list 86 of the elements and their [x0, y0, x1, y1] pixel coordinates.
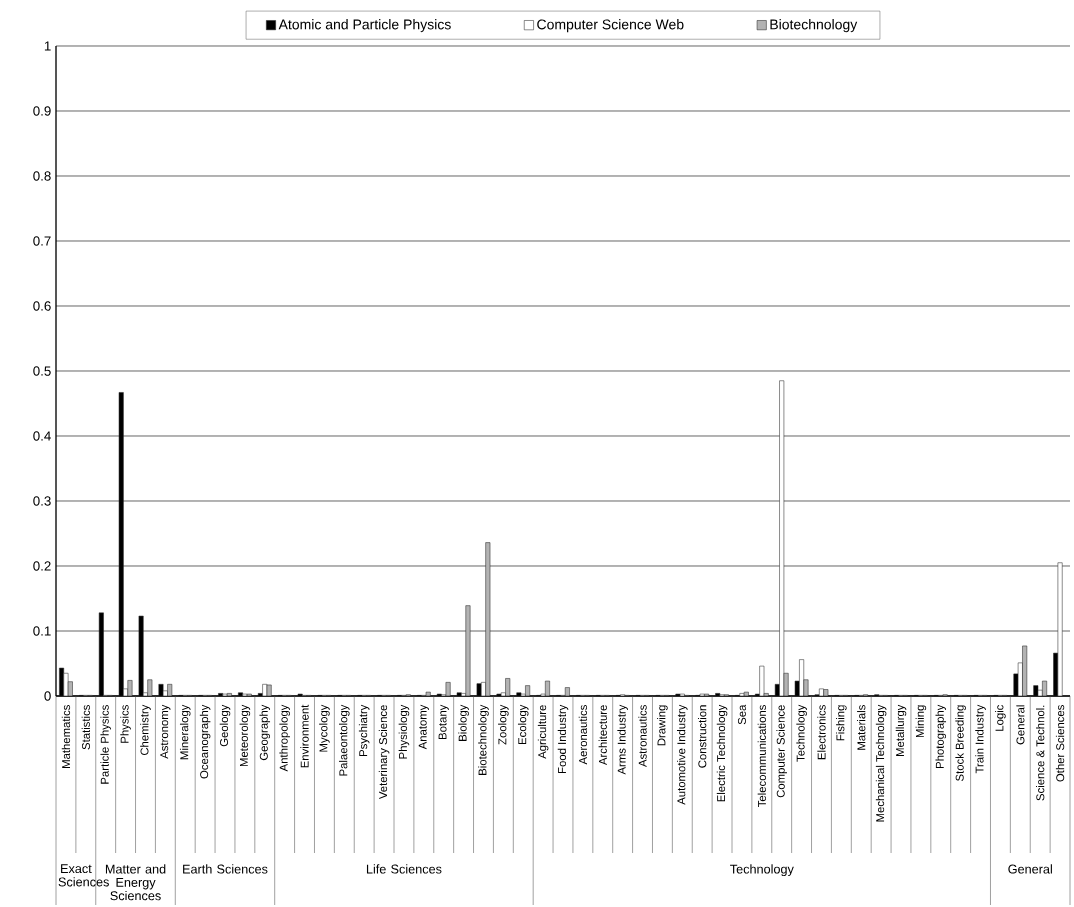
text: Earth Sciences	[183, 864, 268, 874]
x-tick-label: Particle Physics	[100, 705, 111, 784]
x-tick-label: Botany	[438, 704, 449, 739]
bar	[739, 693, 745, 697]
x-tick-label: Environment	[300, 704, 309, 768]
y-tick-label: 0.1	[33, 626, 51, 636]
x-tick-label: Mineralogy	[179, 704, 191, 760]
bar	[759, 665, 765, 697]
x-tick-label: Materials	[857, 705, 866, 750]
bar	[425, 691, 431, 697]
text: Technology	[730, 864, 794, 877]
y-tick-label: 0.5	[33, 366, 51, 376]
text: Life Sciences	[366, 864, 442, 874]
y-tick-label: 0.8	[33, 171, 51, 181]
bar	[127, 680, 133, 697]
x-tick-label: Train Industry	[975, 704, 986, 774]
x-tick-label: Computer Science	[776, 705, 787, 798]
text: General	[1008, 864, 1052, 874]
x-tick-label: Drawing	[657, 705, 668, 746]
x-tick-label: Mycology	[319, 704, 330, 752]
x-tick-label: Biotechnology	[478, 704, 489, 775]
legend-label: Atomic and Particle Physics	[278, 19, 451, 33]
x-tick-label: Physiology	[398, 704, 410, 759]
x-tick-label: Science & Technol.	[1036, 705, 1045, 801]
x-tick-label: Mechanical Technology	[875, 704, 887, 822]
x-tick-label: Stock Breeding	[955, 705, 966, 781]
bar	[167, 684, 173, 697]
bar	[226, 693, 232, 697]
x-tick-label: Architecture	[598, 705, 607, 766]
x-tick-label: Anatomy	[418, 704, 429, 750]
x-tick-label: Arms Industry	[617, 704, 628, 775]
x-tick-label: Construction	[698, 705, 707, 768]
bar	[266, 684, 272, 697]
bar	[823, 689, 829, 697]
x-tick-label: Psychiatry	[358, 704, 370, 756]
x-tick-label: Aeronautics	[578, 705, 588, 765]
y-tick-label: 0.6	[33, 301, 51, 311]
y-tick-label: 0.4	[33, 431, 51, 441]
bar	[564, 687, 570, 697]
bar	[445, 682, 451, 697]
x-tick-label: Mathematics	[61, 705, 71, 768]
y-tick-label: 0.9	[33, 106, 51, 116]
legend-label: Biotechnology	[770, 19, 858, 33]
x-tick-label: Ecology	[517, 704, 529, 745]
x-tick-label: Meteorology	[239, 704, 251, 767]
y-tick-label: 0.7	[33, 236, 51, 246]
y-tick-label: 1	[44, 41, 51, 51]
x-tick-label: Electric Technology	[716, 704, 728, 802]
x-tick-label: Other Sciences	[1055, 705, 1065, 782]
bar	[485, 542, 491, 697]
y-tick-label: 0.3	[33, 496, 51, 506]
x-tick-label: Geology	[219, 704, 231, 747]
x-tick-label: Anthropology	[279, 704, 290, 772]
x-tick-label: Metallurgy	[895, 704, 907, 756]
bar	[147, 679, 153, 697]
x-tick-label: Astronomy	[160, 704, 171, 759]
bar	[465, 605, 471, 697]
x-tick-label: Automotive Industry	[677, 704, 688, 805]
x-tick-label: Electronics	[817, 705, 826, 760]
x-tick-label: Agriculture	[537, 705, 549, 759]
x-tick-label: Logic	[995, 704, 1006, 731]
y-tick-label: 0	[44, 691, 51, 701]
bar	[779, 380, 785, 697]
x-tick-label: Zoology	[498, 704, 509, 745]
x-tick-label: Sea	[737, 704, 746, 725]
x-tick-label: Astronautics	[638, 705, 647, 767]
x-tick-label: Geography	[259, 704, 271, 761]
bar	[505, 678, 511, 697]
bar	[743, 691, 749, 697]
x-tick-label: Physics	[120, 705, 131, 743]
legend-label: Computer Science Web	[537, 19, 684, 33]
x-tick-label: Oceanography	[199, 704, 211, 779]
x-tick-label: Photography	[935, 704, 947, 768]
x-tick-label: Food Industry	[557, 704, 569, 773]
x-tick-label: Fishing	[836, 705, 847, 741]
bar	[1057, 562, 1063, 697]
y-tick-label: 0.2	[33, 561, 51, 571]
x-tick-label: General	[1016, 705, 1025, 745]
x-tick-label: Mining	[915, 705, 927, 738]
x-tick-label: Biology	[458, 704, 469, 741]
x-tick-label: Veterinary Science	[378, 705, 390, 800]
x-tick-label: Statistics	[81, 705, 90, 750]
x-tick-label: Technology	[796, 704, 807, 762]
x-tick-label: Palaeontology	[339, 704, 350, 776]
x-tick-label: Chemistry	[140, 704, 151, 756]
x-tick-label: Telecommunications	[757, 705, 766, 808]
